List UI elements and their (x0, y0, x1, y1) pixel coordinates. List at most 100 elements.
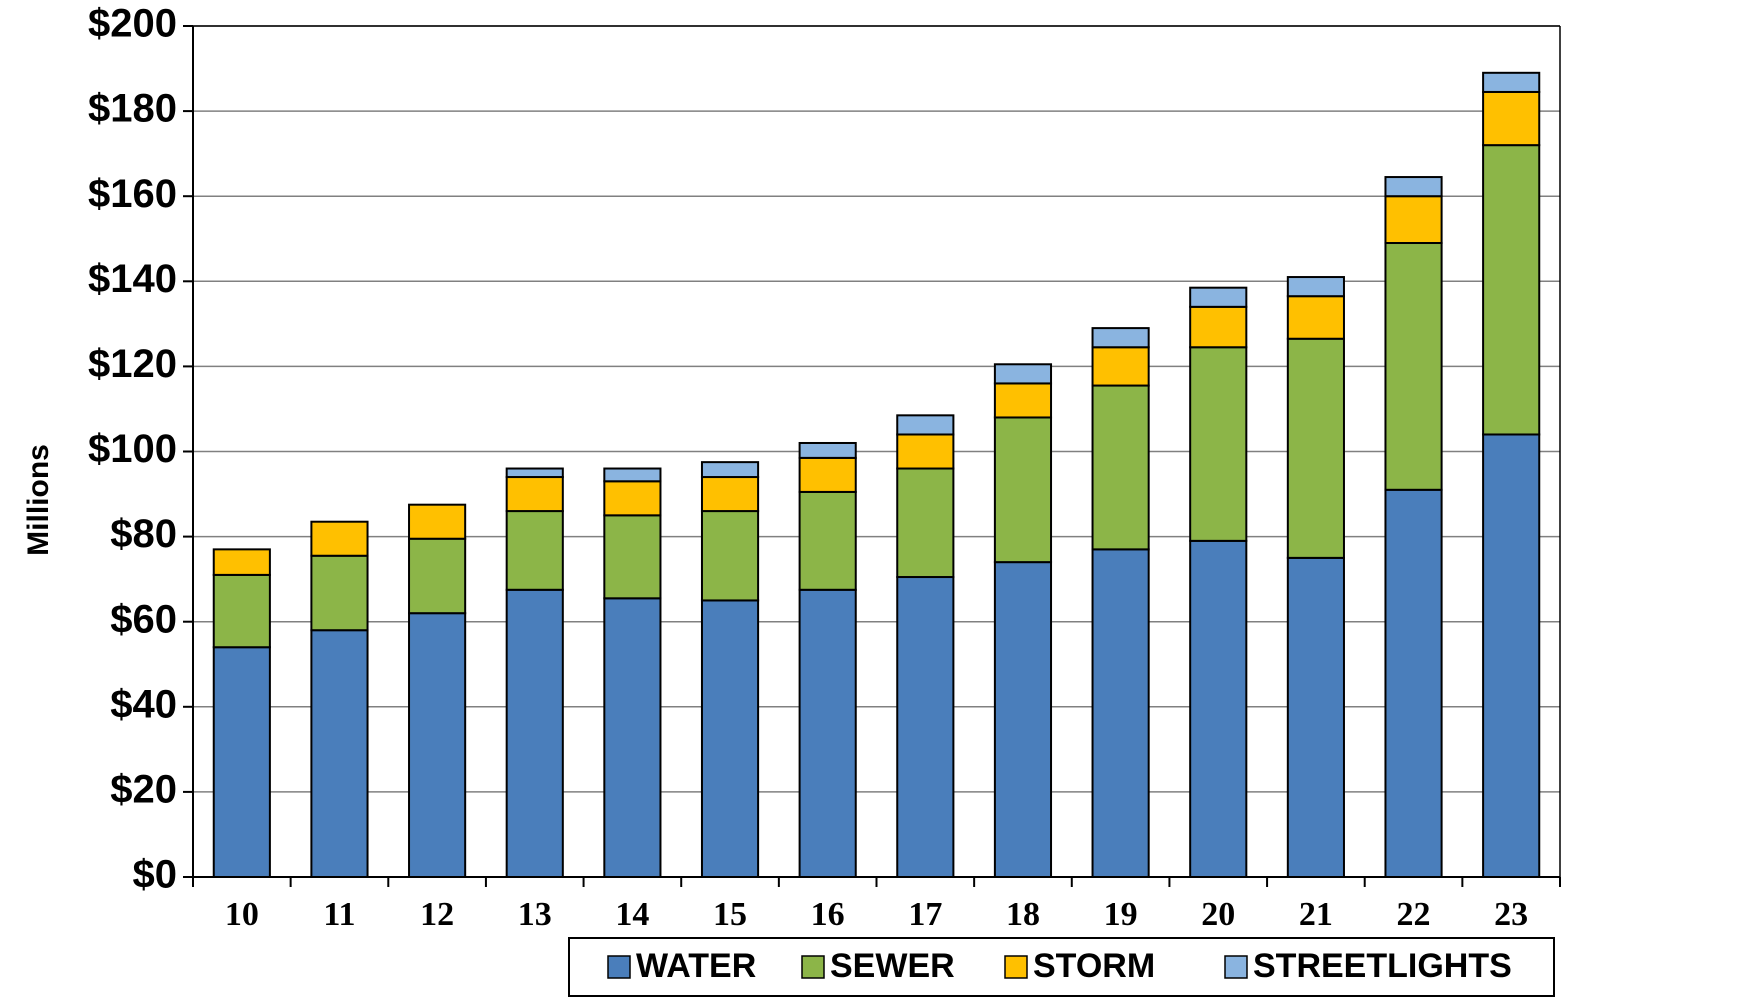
legend: WATER SEWER STORM STREETLIGHTS (568, 937, 1555, 997)
bar-segment-storm (1091, 346, 1150, 387)
gridlines (193, 25, 1560, 878)
bar-segment-water (1482, 433, 1541, 878)
legend-label: STREETLIGHTS (1253, 947, 1512, 985)
bar-segment-streetlights (505, 467, 564, 479)
bar-segment-sewer (1286, 337, 1345, 559)
x-tick-label: 19 (1104, 896, 1138, 933)
bar-segment-streetlights (700, 461, 760, 479)
bar-segment-storm (408, 503, 467, 540)
y-tick-label: $20 (110, 767, 177, 811)
bar-segment-water (700, 599, 760, 878)
bar-segment-sewer (896, 467, 955, 579)
bar-segment-storm (1286, 295, 1345, 340)
bar-segment-streetlights (1091, 327, 1150, 349)
bar-stack (700, 461, 760, 878)
bar-segment-sewer (408, 537, 467, 615)
bar-stacks (212, 71, 1541, 879)
bar-stack (212, 548, 271, 878)
bar-segment-sewer (603, 514, 662, 600)
y-tick-label: $40 (110, 682, 177, 726)
bar-segment-water (603, 597, 662, 878)
bar-segment-streetlights (798, 441, 857, 459)
legend-swatch (1224, 955, 1248, 979)
legend-label: STORM (1033, 947, 1155, 985)
bar-segment-water (505, 588, 564, 878)
x-tick-label: 15 (713, 896, 747, 933)
y-tick-label: $60 (110, 597, 177, 641)
bar-stack (1189, 286, 1248, 878)
y-tick-label: $120 (88, 342, 177, 386)
bar-stack (993, 363, 1053, 878)
bar-segment-storm (310, 520, 369, 557)
legend-swatch (1004, 955, 1028, 979)
bar-segment-streetlights (1189, 286, 1248, 308)
bar-segment-water (993, 561, 1053, 878)
x-tick-labels: 10 11 12 13 14 15 16 17 18 19 20 21 22 23 (225, 896, 1528, 933)
bar-segment-storm (700, 476, 760, 513)
x-tick-label: 10 (225, 896, 259, 933)
bar-segment-streetlights (1286, 276, 1345, 298)
x-tick-label: 13 (518, 896, 552, 933)
x-tick-label: 11 (323, 896, 355, 933)
legend-label: WATER (636, 947, 756, 985)
bar-segment-water (1091, 548, 1150, 878)
bar-segment-sewer (1482, 144, 1541, 436)
bar-stack (310, 520, 369, 879)
x-tick-label: 23 (1494, 896, 1528, 933)
y-tick-labels: $0 $20 $40 $60 $80 $100 $120 $140 $160 $180 $200 (88, 2, 177, 897)
bar-segment-storm (896, 433, 955, 470)
axes (183, 25, 1561, 887)
bar-segment-storm (1189, 305, 1248, 349)
y-tick-label: $100 (88, 427, 177, 471)
bar-segment-streetlights (603, 467, 662, 483)
legend-box (568, 937, 1555, 997)
x-tick-label: 12 (420, 896, 454, 933)
y-tick-label: $140 (88, 257, 177, 301)
bar-segment-sewer (1189, 346, 1248, 542)
x-tick-label: 17 (908, 896, 942, 933)
bar-segment-water (896, 576, 955, 879)
bar-segment-storm (505, 476, 564, 513)
bar-stack (1286, 276, 1345, 878)
bar-segment-water (212, 646, 271, 878)
bar-stack (603, 467, 662, 878)
bar-segment-storm (993, 382, 1053, 419)
bar-segment-storm (798, 456, 857, 493)
x-tick-label: 20 (1201, 896, 1235, 933)
bar-segment-sewer (1091, 384, 1150, 551)
x-tick-label: 22 (1397, 896, 1431, 933)
bar-segment-sewer (700, 510, 760, 602)
y-tick-label: $0 (133, 853, 178, 897)
bar-segment-storm (1482, 90, 1541, 147)
bar-stack (1482, 71, 1541, 878)
y-tick-label: $180 (88, 87, 177, 131)
bar-stack (505, 467, 564, 878)
x-tick-label: 18 (1006, 896, 1040, 933)
bar-segment-streetlights (896, 414, 955, 436)
bar-segment-sewer (310, 554, 369, 632)
y-tick-label: $80 (110, 512, 177, 556)
bar-stack (896, 414, 955, 879)
bar-segment-water (798, 588, 857, 878)
bar-segment-streetlights (1482, 71, 1541, 93)
bar-segment-streetlights (993, 363, 1053, 385)
bar-segment-sewer (798, 490, 857, 591)
bar-segment-water (408, 612, 467, 878)
bar-segment-water (1384, 488, 1443, 878)
legend-label: SEWER (830, 947, 955, 985)
y-axis-label: Millions (22, 444, 55, 556)
x-tick-label: 21 (1299, 896, 1333, 933)
x-tick-label: 16 (811, 896, 845, 933)
bar-segment-streetlights (1384, 176, 1443, 198)
bar-segment-sewer (505, 510, 564, 591)
y-tick-label: $160 (88, 172, 177, 216)
bar-segment-water (1286, 556, 1345, 878)
bar-stack (798, 441, 857, 878)
bar-segment-sewer (993, 416, 1053, 564)
x-tick-label: 14 (615, 896, 649, 933)
legend-swatch (607, 955, 631, 979)
bar-segment-sewer (212, 573, 271, 649)
bar-segment-storm (603, 480, 662, 517)
y-tick-label: $200 (88, 2, 177, 46)
